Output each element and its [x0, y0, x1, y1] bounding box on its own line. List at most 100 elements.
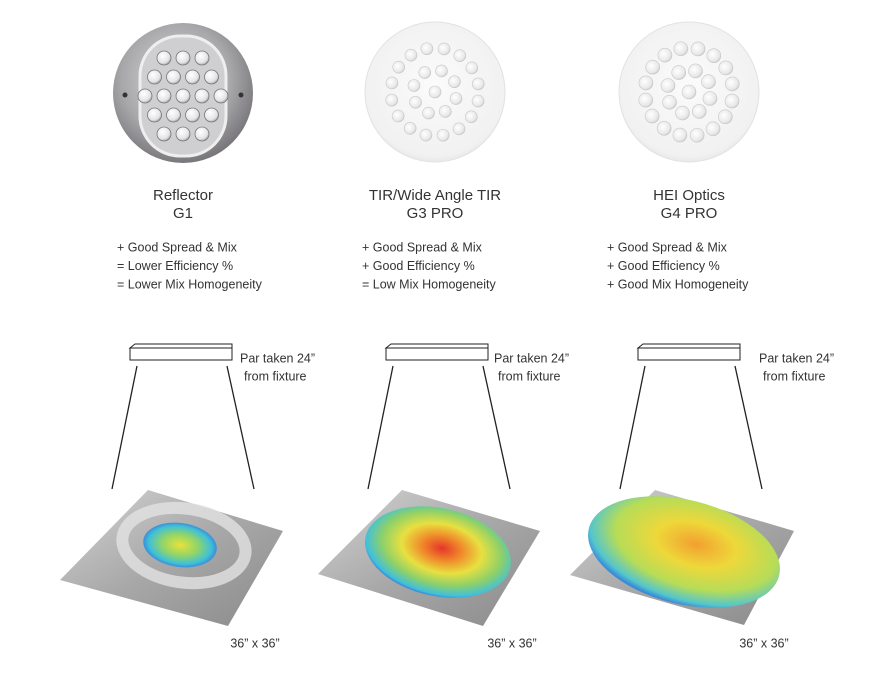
- beam-line: [367, 365, 394, 490]
- lens-bump: [724, 93, 740, 109]
- feature: = Low Mix Homogeneity: [362, 277, 496, 291]
- lens-bump: [657, 47, 673, 63]
- lens-name: TIR/Wide Angle TIR: [369, 187, 501, 204]
- lens-bump: [452, 122, 466, 136]
- lens-bump: [385, 93, 399, 107]
- lens-name: HEI Optics: [653, 187, 725, 204]
- lens-name: Reflector: [153, 187, 213, 204]
- fixture-front: [385, 347, 489, 361]
- lens-bump: [407, 79, 421, 92]
- lens-bump: [638, 92, 654, 108]
- lens-model: G3 PRO: [407, 205, 464, 222]
- fixture-front: [637, 347, 741, 361]
- reflector-cup: [204, 69, 219, 85]
- lens-bump: [672, 127, 688, 143]
- lens-bump: [662, 94, 677, 110]
- lens-bump: [418, 66, 432, 79]
- lens-bump: [681, 84, 697, 100]
- lens-bump: [688, 63, 703, 79]
- lens-bump: [645, 59, 660, 75]
- lens-image: [113, 23, 253, 163]
- reflector-cup: [156, 126, 172, 142]
- reflector-cup: [156, 88, 172, 104]
- lens-bump: [465, 110, 478, 124]
- lens-bump: [724, 76, 740, 92]
- reflector-cup: [147, 69, 162, 85]
- lens-bump: [675, 105, 690, 121]
- lens-bump: [453, 49, 467, 62]
- reflector-cup: [156, 50, 172, 66]
- lens-bump: [465, 61, 479, 75]
- lens-bump: [705, 121, 721, 137]
- lens-bump: [671, 65, 687, 80]
- lens-bump: [691, 104, 707, 119]
- lens-bump: [690, 41, 706, 57]
- reflector-cup: [213, 88, 229, 104]
- reflector-cup: [194, 50, 210, 66]
- lens-bump: [701, 74, 716, 90]
- reflector-cup: [185, 107, 200, 123]
- fixture: [128, 343, 233, 349]
- lens-bump: [660, 78, 676, 93]
- beam-line: [619, 365, 646, 490]
- reflector-cup: [166, 107, 181, 123]
- feature: + Good Mix Homogeneity: [607, 277, 749, 291]
- screw: [122, 92, 128, 98]
- lens-bump: [385, 76, 399, 90]
- beam-line: [111, 365, 138, 490]
- heatmap: [365, 506, 511, 598]
- beam-line: [734, 365, 763, 490]
- lens-bump: [471, 77, 485, 91]
- lens-bump: [718, 60, 734, 76]
- lens-bump: [436, 128, 450, 142]
- feature: + Good Spread & Mix: [362, 240, 483, 254]
- lens-bump: [422, 106, 435, 120]
- lens-bump: [438, 105, 452, 118]
- feature: + Good Spread & Mix: [607, 240, 728, 254]
- note: Par taken 24”: [759, 351, 834, 365]
- fixture-front: [129, 347, 233, 361]
- feature: + Good Spread & Mix: [117, 240, 238, 254]
- lens-bump: [689, 127, 705, 143]
- heatmap: [143, 522, 217, 568]
- lens-bump: [638, 75, 654, 91]
- reflector-cup: [175, 88, 191, 104]
- reflector-cup: [175, 126, 191, 142]
- lens-bump: [391, 109, 405, 123]
- lens-bump: [420, 42, 434, 56]
- note: from fixture: [244, 369, 307, 383]
- reflector-cup: [185, 69, 200, 85]
- feature: = Lower Efficiency %: [117, 259, 233, 273]
- feature: + Good Efficiency %: [362, 259, 475, 273]
- lens-bump: [435, 64, 448, 78]
- fixture: [636, 343, 741, 349]
- lens-model: G4 PRO: [661, 205, 718, 222]
- note: Par taken 24”: [240, 351, 315, 365]
- area-size: 36” x 36”: [739, 636, 788, 650]
- lens-bump: [644, 108, 660, 124]
- note: from fixture: [763, 369, 826, 383]
- lens-bump: [448, 75, 461, 89]
- reflector-cup: [166, 69, 181, 85]
- beam-line: [226, 365, 255, 490]
- lens-bump: [673, 41, 689, 57]
- lens-bump: [706, 48, 722, 63]
- lens-bump: [409, 95, 422, 109]
- lens-bump: [428, 85, 442, 99]
- lens-bump: [403, 122, 417, 135]
- lens-bump: [392, 60, 405, 74]
- lens-bump: [702, 91, 718, 106]
- reflector-cup: [194, 88, 210, 104]
- reflector-cup: [175, 50, 191, 66]
- lens-bump: [656, 121, 672, 136]
- lens-bump: [419, 128, 433, 142]
- reflector-cup: [204, 107, 219, 123]
- lens-bump: [718, 109, 733, 125]
- note: from fixture: [498, 369, 561, 383]
- reflector-cup: [137, 88, 153, 104]
- lens-image: [364, 21, 506, 163]
- heatmap: [588, 496, 780, 608]
